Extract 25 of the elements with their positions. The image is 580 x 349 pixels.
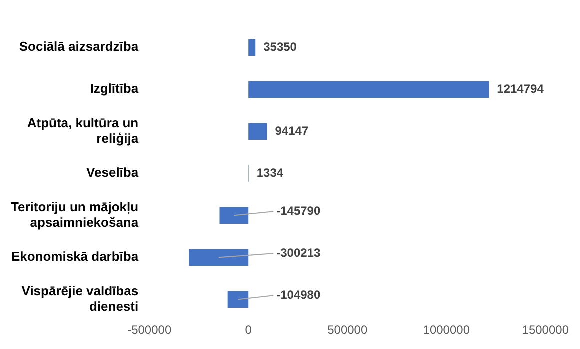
x-tick-label: 0 [245, 323, 252, 338]
bar [220, 207, 249, 224]
x-tick-label: 500000 [328, 323, 368, 338]
y-tick-label: Sociālā aizsardzība [19, 39, 140, 54]
y-tick-label: Atpūta, kultūra un reliģija [27, 115, 140, 146]
x-tick-label: 1500000 [522, 323, 570, 338]
data-label: 1334 [256, 166, 284, 180]
bar [248, 81, 490, 98]
data-label: 1214794 [497, 82, 544, 96]
bar [189, 249, 249, 266]
data-label: 35350 [264, 40, 298, 54]
data-label: -300213 [276, 246, 321, 260]
bar [228, 291, 249, 308]
y-tick-label: Veselība [86, 165, 140, 180]
x-tick-label: -500000 [128, 323, 172, 338]
bar [248, 39, 256, 56]
y-tick-label: Teritoriju un mājokļu apsaimniekošana [10, 199, 140, 230]
data-label: 94147 [275, 124, 309, 138]
y-tick-label: Ekonomiskā darbība [11, 249, 140, 264]
y-tick-label: Izglītība [90, 81, 140, 96]
y-tick-label: Vispārējie valdības dienesti [22, 283, 139, 314]
data-label: -145790 [276, 204, 321, 218]
data-label: -104980 [276, 288, 321, 302]
x-tick-label: 1000000 [423, 323, 470, 338]
bar [248, 123, 268, 140]
